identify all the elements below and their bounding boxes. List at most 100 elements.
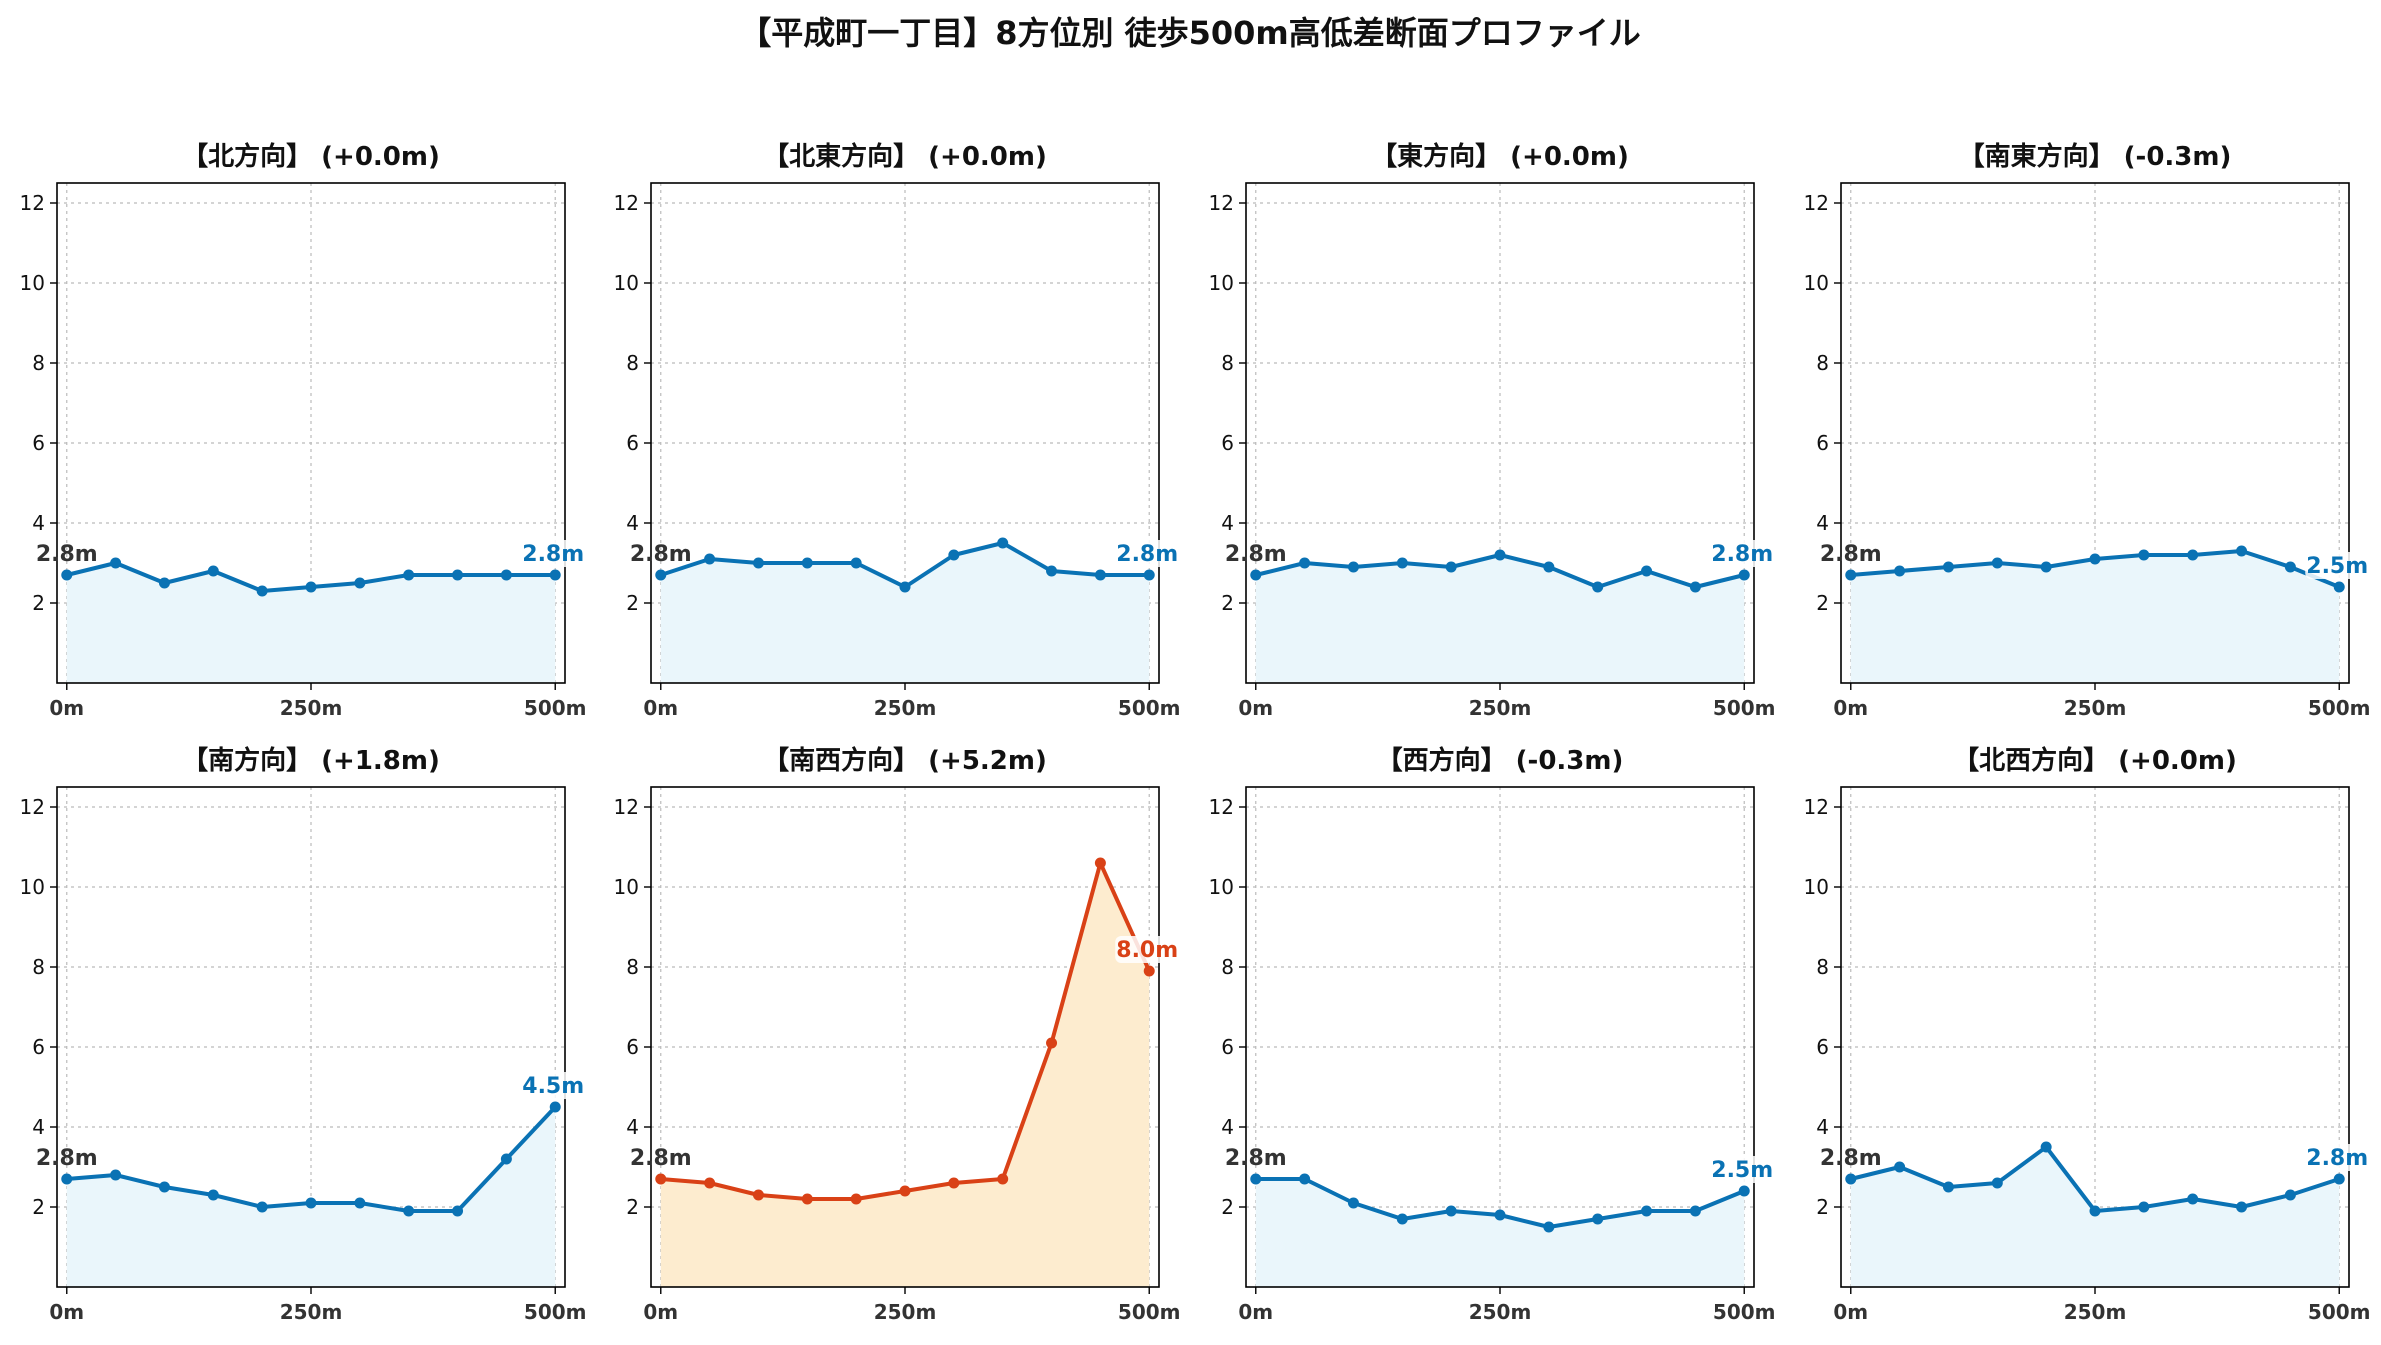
y-tick-label: 4 — [1221, 511, 1234, 535]
data-point — [1738, 1185, 1750, 1197]
data-point — [549, 569, 561, 581]
start-value-label: 2.8m — [630, 542, 692, 567]
panel-7: 【北西方向】 (+0.0m) 2 4 6 8 10 12 0m 250m 500m 2.8m 2.8m — [1804, 745, 2371, 1324]
x-tick-label: 500m — [2308, 696, 2371, 720]
data-point — [2187, 549, 2199, 561]
data-point — [1046, 565, 1058, 577]
y-tick-label: 8 — [626, 955, 639, 979]
x-tick-label: 500m — [524, 1300, 587, 1324]
data-point — [1046, 1037, 1058, 1049]
data-point — [997, 537, 1009, 549]
x-tick-label: 0m — [49, 696, 84, 720]
data-point — [1894, 565, 1906, 577]
y-tick-label: 6 — [1221, 431, 1234, 455]
data-point — [752, 557, 764, 569]
figure-title: 【平成町一丁目】8方位別 徒歩500m高低差断面プロファイル — [739, 14, 1641, 52]
data-point — [655, 569, 667, 581]
y-tick-label: 4 — [32, 1115, 45, 1139]
data-point — [500, 569, 512, 581]
end-value-label: 4.5m — [522, 1074, 584, 1099]
y-tick-label: 4 — [626, 511, 639, 535]
y-tick-label: 8 — [626, 351, 639, 375]
area-fill — [660, 863, 1150, 1287]
area-fill — [1255, 1179, 1745, 1287]
data-point — [110, 1169, 122, 1181]
data-point — [850, 1193, 862, 1205]
x-tick-label: 250m — [1469, 696, 1532, 720]
data-point — [1250, 1173, 1262, 1185]
data-point — [1347, 561, 1359, 573]
x-tick-label: 500m — [2308, 1300, 2371, 1324]
x-tick-label: 0m — [1833, 696, 1868, 720]
data-point — [1094, 569, 1106, 581]
panel-4: 【南方向】 (+1.8m) 2 4 6 8 10 12 0m 250m 500m 2.8m 4.5m — [20, 745, 587, 1324]
panel-title: 【南方向】 (+1.8m) — [182, 745, 440, 776]
data-point — [452, 569, 464, 581]
x-tick-label: 250m — [874, 696, 937, 720]
data-point — [1299, 1173, 1311, 1185]
data-point — [1738, 569, 1750, 581]
y-tick-label: 8 — [1816, 351, 1829, 375]
end-label-bg — [1710, 540, 1775, 567]
x-tick-label: 0m — [643, 1300, 678, 1324]
y-tick-label: 4 — [32, 511, 45, 535]
x-tick-label: 250m — [1469, 1300, 1532, 1324]
area-fill — [660, 543, 1150, 683]
y-tick-label: 8 — [32, 955, 45, 979]
panel-1: 【北東方向】 (+0.0m) 2 4 6 8 10 12 0m 250m 500m 2.8m 2.8m — [614, 141, 1181, 720]
data-point — [2138, 1201, 2150, 1213]
data-point — [2284, 1189, 2296, 1201]
data-point — [1845, 1173, 1857, 1185]
y-tick-label: 12 — [1804, 795, 1829, 819]
panel-title: 【北西方向】 (+0.0m) — [1953, 745, 2237, 776]
y-tick-label: 10 — [20, 875, 45, 899]
data-point — [801, 557, 813, 569]
x-tick-label: 500m — [1713, 1300, 1776, 1324]
area-fill — [66, 563, 556, 683]
data-point — [1845, 569, 1857, 581]
panel-title: 【北東方向】 (+0.0m) — [763, 141, 1047, 172]
area-fill — [1850, 1147, 2340, 1287]
data-point — [704, 553, 716, 565]
y-tick-label: 6 — [32, 431, 45, 455]
end-value-label: 2.8m — [1711, 542, 1773, 567]
panel-6: 【西方向】 (-0.3m) 2 4 6 8 10 12 0m 250m 500m 2.8m 2.5m — [1209, 745, 1776, 1324]
y-tick-label: 6 — [626, 431, 639, 455]
data-point — [403, 569, 415, 581]
area-fill — [1255, 555, 1745, 683]
data-point — [1143, 965, 1155, 977]
x-tick-label: 250m — [2064, 1300, 2127, 1324]
panel-5: 【南西方向】 (+5.2m) 2 4 6 8 10 12 0m 250m 500m 2.8m 8.0m — [614, 745, 1181, 1324]
data-point — [61, 1173, 73, 1185]
y-tick-label: 12 — [20, 191, 45, 215]
x-tick-label: 250m — [280, 1300, 343, 1324]
data-point — [1396, 1213, 1408, 1225]
end-label-bg — [2305, 552, 2370, 579]
y-tick-label: 6 — [1816, 431, 1829, 455]
x-tick-label: 500m — [524, 696, 587, 720]
y-tick-label: 10 — [614, 875, 639, 899]
x-tick-label: 0m — [1238, 1300, 1273, 1324]
y-tick-label: 10 — [1804, 875, 1829, 899]
data-point — [207, 565, 219, 577]
panel-0: 【北方向】 (+0.0m) 2 4 6 8 10 12 0m 250m 500m 2.8m 2.8m — [20, 141, 587, 720]
data-point — [1543, 561, 1555, 573]
start-value-label: 2.8m — [1225, 1146, 1287, 1171]
start-value-label: 2.8m — [630, 1146, 692, 1171]
data-point — [2089, 553, 2101, 565]
area-fill — [66, 1107, 556, 1287]
y-tick-label: 4 — [1816, 1115, 1829, 1139]
y-tick-label: 2 — [1221, 591, 1234, 615]
data-point — [948, 549, 960, 561]
y-tick-label: 8 — [1816, 955, 1829, 979]
y-tick-label: 2 — [1816, 591, 1829, 615]
data-point — [752, 1189, 764, 1201]
y-tick-label: 8 — [32, 351, 45, 375]
data-point — [1894, 1161, 1906, 1173]
data-point — [948, 1177, 960, 1189]
data-point — [2236, 1201, 2248, 1213]
end-label-bg — [521, 1072, 586, 1099]
data-point — [2040, 1141, 2052, 1153]
data-point — [354, 1197, 366, 1209]
